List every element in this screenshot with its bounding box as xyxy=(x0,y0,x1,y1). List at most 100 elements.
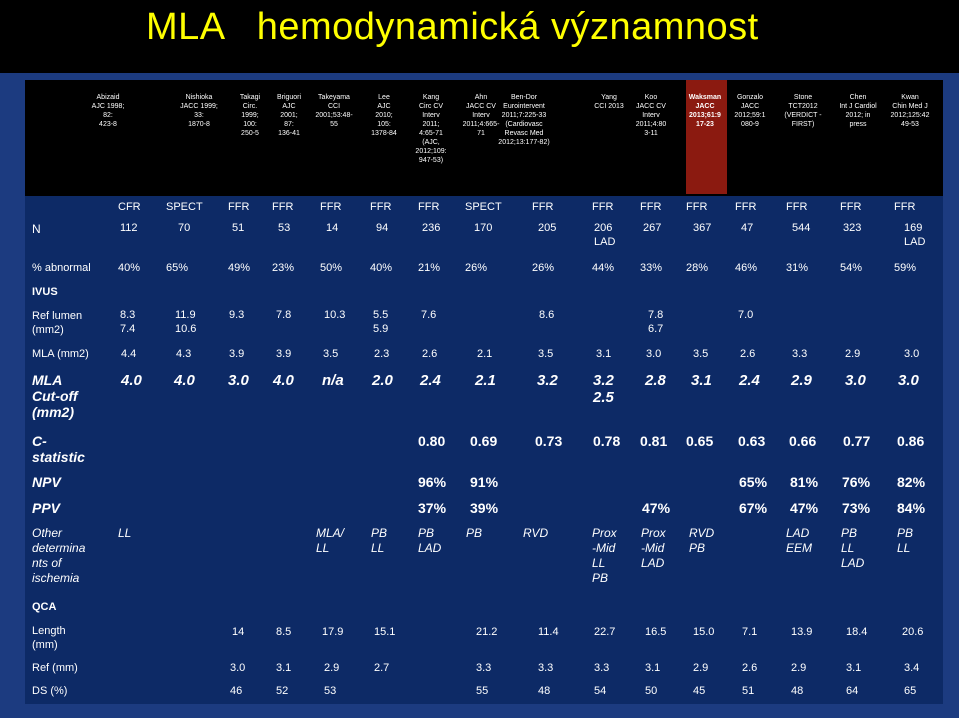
ref-lumen-values-cell: 10.3 xyxy=(324,309,346,321)
ds-values-cell: 65 xyxy=(904,685,917,697)
mla-values-cell: 2.6 xyxy=(740,348,756,360)
ds-values-cell: 54 xyxy=(594,685,607,697)
n-values-cell: 236 xyxy=(422,222,441,234)
ref-values-cell: 3.4 xyxy=(904,662,920,674)
abnormal-values-cell: 40% xyxy=(370,262,393,274)
study-header: Gonzalo JACC 2012;59:1 080-9 xyxy=(734,94,766,128)
ppv-values-cell: 47% xyxy=(642,500,671,516)
other-determinant-cell: PB LL LAD xyxy=(841,526,865,570)
ds-values-cell: 48 xyxy=(538,685,551,697)
cutoff-values-cell: 4.0 xyxy=(273,372,294,389)
ref-values-cell: 3.3 xyxy=(594,662,610,674)
mla-values-cell: 3.1 xyxy=(596,348,612,360)
cstat-values-cell: 0.81 xyxy=(640,433,668,449)
n-values-cell: 14 xyxy=(326,222,339,234)
study-header: Ben-Dor Eurointervent 2011;7:225-33 (Car… xyxy=(498,94,550,146)
methods-cell: FFR xyxy=(228,201,250,213)
length-values-cell: 20.6 xyxy=(902,626,924,638)
ref-values-cell: 3.1 xyxy=(276,662,292,674)
label-length: Length (mm) xyxy=(32,625,66,651)
n-values-cell: 169 LAD xyxy=(904,222,926,248)
ref-lumen-band xyxy=(25,304,943,342)
abnormal-values-cell: 23% xyxy=(272,262,295,274)
cutoff-values-cell: 3.1 xyxy=(691,372,712,389)
mla-values-cell: 4.3 xyxy=(176,348,192,360)
methods-cell: FFR xyxy=(686,201,708,213)
cutoff-values-cell: n/a xyxy=(322,372,344,389)
methods-cell: FFR xyxy=(640,201,662,213)
label-qca: QCA xyxy=(32,601,57,613)
cutoff-values-cell: 3.0 xyxy=(228,372,249,389)
ds-values-cell: 64 xyxy=(846,685,859,697)
ds-values-cell: 48 xyxy=(791,685,804,697)
mla-values-cell: 2.1 xyxy=(477,348,493,360)
cstat-values-cell: 0.65 xyxy=(686,433,714,449)
ds-values-cell: 53 xyxy=(324,685,337,697)
npv-band xyxy=(25,467,943,494)
methods-cell: FFR xyxy=(418,201,440,213)
ds-values-cell: 52 xyxy=(276,685,289,697)
study-header: Lee AJC 2010; 105: 1378-84 xyxy=(371,94,397,137)
ds-values-cell: 55 xyxy=(476,685,489,697)
n-values-cell: 205 xyxy=(538,222,557,234)
length-values-cell: 11.4 xyxy=(538,626,559,638)
label-npv: NPV xyxy=(32,474,61,490)
mla-values-cell: 3.3 xyxy=(792,348,808,360)
n-values-cell: 544 xyxy=(792,222,811,234)
label-ivus: IVUS xyxy=(32,286,58,298)
npv-values-cell: 65% xyxy=(739,474,768,490)
abnormal-values-cell: 21% xyxy=(418,262,441,274)
ppv-values-cell: 73% xyxy=(842,500,871,516)
other-determinant-cell: Prox -Mid LL PB xyxy=(592,526,617,585)
ref-lumen-values-cell: 7.6 xyxy=(421,309,437,321)
methods-cell: FFR xyxy=(370,201,392,213)
abnormal-values-cell: 65% xyxy=(166,262,189,274)
length-values-cell: 15.0 xyxy=(693,626,715,638)
length-values-cell: 17.9 xyxy=(322,626,344,638)
mla-values-cell: 3.9 xyxy=(276,348,292,360)
label-cutoff: MLA Cut-off (mm2) xyxy=(32,372,78,420)
ref-values-cell: 2.9 xyxy=(693,662,709,674)
cstat-band xyxy=(25,425,943,467)
ppv-values-cell: 39% xyxy=(470,500,499,516)
cutoff-values-cell: 2.8 xyxy=(645,372,666,389)
abnormal-values-cell: 26% xyxy=(532,262,555,274)
ref-lumen-values-cell: 9.3 xyxy=(229,309,245,321)
methods-cell: FFR xyxy=(592,201,614,213)
abnormal-values-cell: 26% xyxy=(465,262,488,274)
other-determinant-cell: RVD PB xyxy=(689,526,715,555)
ref-values-cell: 2.9 xyxy=(324,662,340,674)
ds-values-cell: 46 xyxy=(230,685,243,697)
ppv-values-cell: 37% xyxy=(418,500,447,516)
ref-values-cell: 3.3 xyxy=(476,662,492,674)
ds-values-cell: 50 xyxy=(645,685,658,697)
methods-cell: FFR xyxy=(532,201,554,213)
ref-lumen-values-cell: 5.5 5.9 xyxy=(373,309,389,335)
highlight-column xyxy=(686,80,727,194)
label-abnormal: % abnormal xyxy=(32,262,91,274)
length-values-cell: 7.1 xyxy=(742,626,758,638)
length-values-cell: 21.2 xyxy=(476,626,498,638)
length-values-cell: 8.5 xyxy=(276,626,292,638)
study-header: Stone TCT2012 (VERDICT - FIRST) xyxy=(784,94,822,128)
ref-lumen-values-cell: 8.6 xyxy=(539,309,555,321)
length-values-cell: 14 xyxy=(232,626,245,638)
n-values-cell: 70 xyxy=(178,222,191,234)
study-header: Kwan Chin Med J 2012;125:42 49-53 xyxy=(890,94,930,128)
ppv-values-cell: 84% xyxy=(897,500,926,516)
ds-values-cell: 51 xyxy=(742,685,755,697)
other-determinant-cell: MLA/ LL xyxy=(316,526,345,555)
abnormal-values-cell: 28% xyxy=(686,262,709,274)
n-band xyxy=(25,218,943,256)
ref-lumen-values-cell: 7.8 6.7 xyxy=(648,309,664,335)
abnormal-values-cell: 44% xyxy=(592,262,615,274)
methods-band xyxy=(25,196,943,218)
cstat-values-cell: 0.78 xyxy=(593,433,621,449)
other-band xyxy=(25,521,943,595)
slide-title: MLA hemodynamická významnost xyxy=(146,6,759,48)
label-cstat: C- statistic xyxy=(32,433,85,465)
other-determinant-cell: LL xyxy=(118,526,132,540)
length-values-cell: 18.4 xyxy=(846,626,868,638)
cstat-values-cell: 0.69 xyxy=(470,433,498,449)
length-values-cell: 13.9 xyxy=(791,626,813,638)
